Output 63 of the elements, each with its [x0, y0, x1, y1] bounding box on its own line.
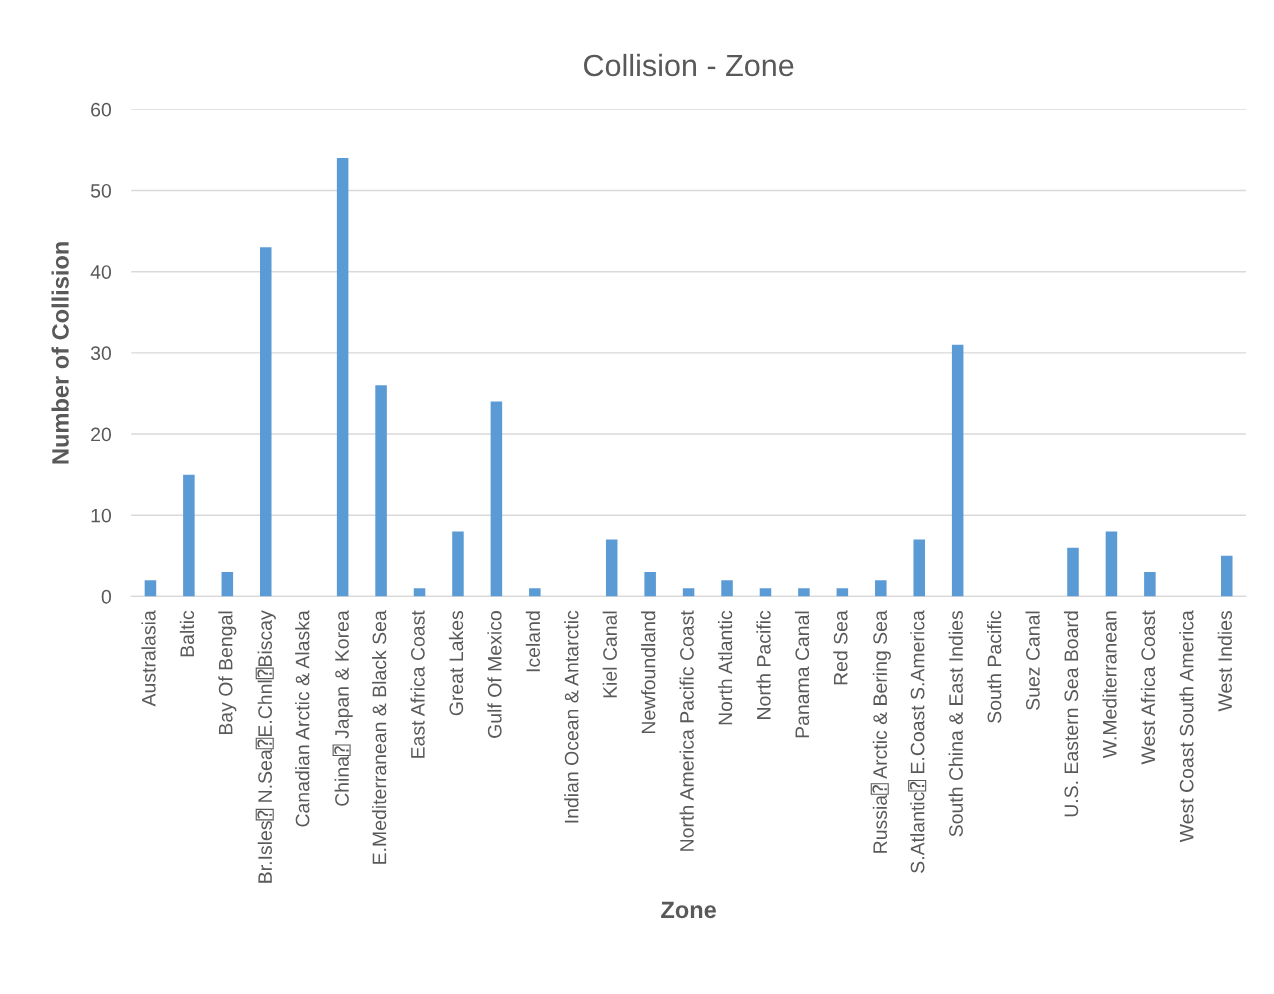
x-tick-label: W.Mediterranean: [1102, 611, 1117, 759]
bar: [529, 588, 541, 597]
bar: [144, 580, 157, 597]
x-tick-label: Red Sea: [833, 610, 848, 685]
x-tick-label: North America Pacific Coast: [679, 610, 694, 851]
bar: [452, 531, 464, 597]
x-tick-label: U.S. Eastern Sea Board: [1063, 611, 1079, 817]
bar: [682, 588, 695, 597]
x-tick-label: North Pacific: [756, 610, 771, 719]
x-tick-label: West Coast South America: [1179, 610, 1194, 843]
x-tick-label: Iceland: [525, 611, 541, 672]
x-tick-label: Australasia: [141, 610, 156, 707]
bar: [413, 588, 426, 597]
bar: [913, 539, 925, 597]
bar: [221, 572, 234, 597]
bar: [836, 588, 849, 597]
x-tick-label: West Africa Coast: [1140, 610, 1156, 765]
bar: [1220, 555, 1233, 597]
bar: [183, 474, 195, 597]
bar: [875, 580, 887, 597]
bar: [490, 401, 503, 597]
bar: [1067, 547, 1079, 597]
x-tick-label: North Atlantic: [717, 610, 733, 725]
chart-title: Collision - Zone: [584, 53, 794, 77]
x-tick-label: Indian Ocean & Antarctic: [564, 610, 579, 823]
x-tick-label: Newfoundland: [641, 611, 656, 733]
y-tick-label: 30: [90, 346, 112, 361]
x-tick-label: E.Mediterranean & Black Sea: [372, 610, 387, 864]
x-tick-label: South China & East Indies: [948, 610, 963, 837]
bar: [798, 588, 810, 597]
y-tick-label: 0: [101, 589, 112, 604]
bar: [259, 247, 272, 597]
y-axis-title: Number of Collision: [51, 242, 69, 464]
x-tick-label: Great Lakes: [448, 610, 464, 716]
x-tick-label: China⍰ Japan & Korea: [332, 610, 353, 806]
x-tick-label: S.Atlantic⍰ E.Coast S.America: [908, 610, 927, 873]
x-tick-label: South Pacific: [987, 610, 1002, 723]
x-axis-title: Zone: [661, 901, 716, 919]
x-tick-label: Suez Canal: [1025, 611, 1040, 710]
bar: [375, 385, 387, 597]
x-tick-label: Russia⍰ Arctic & Bering Sea: [870, 610, 891, 853]
x-tick-label: Panama Canal: [794, 611, 810, 738]
x-tick-label: Baltic: [179, 610, 195, 657]
bar: [644, 572, 656, 597]
bar: [336, 158, 349, 597]
bar: [951, 344, 964, 597]
x-tick-label: East Africa Coast: [410, 610, 425, 758]
bar: [605, 539, 618, 597]
y-tick-label: 50: [90, 183, 112, 198]
bar: [759, 588, 772, 597]
x-tick-label: Br.Isles⍰ N.Sea⍰E.Chnl⍰Biscay: [255, 610, 276, 883]
y-tick-label: 40: [90, 265, 112, 279]
x-tick-label: Bay Of Bengal: [218, 611, 237, 735]
y-tick-label: 10: [91, 508, 112, 523]
bar: [1105, 531, 1118, 597]
x-tick-label: Kiel Canal: [602, 611, 617, 698]
x-tick-label: Canadian Arctic & Alaska: [295, 610, 310, 827]
y-tick-label: 20: [91, 427, 112, 442]
x-tick-label: West Indies: [1217, 610, 1232, 712]
y-tick-label: 60: [91, 102, 112, 117]
bar: [1144, 572, 1156, 597]
x-tick-label: Gulf Of Mexico: [487, 611, 502, 738]
bar: [721, 580, 733, 597]
